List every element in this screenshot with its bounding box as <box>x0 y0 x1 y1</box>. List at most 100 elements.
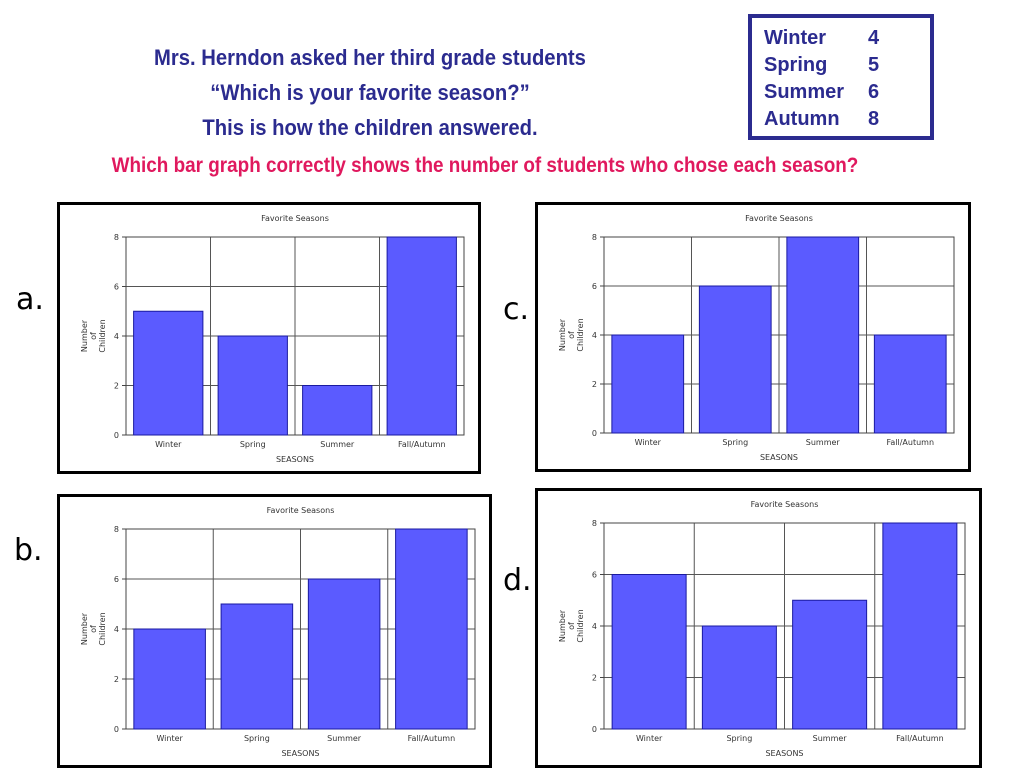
chart-title: Favorite Seasons <box>745 214 813 223</box>
option-label-d[interactable]: d. <box>503 563 532 598</box>
y-axis-label-line: Number <box>558 318 567 351</box>
y-tick-label: 8 <box>592 519 597 528</box>
table-row: Summer 6 <box>764 79 930 106</box>
bar-summer <box>302 385 373 436</box>
y-tick-label: 4 <box>114 625 119 634</box>
x-tick-label: Summer <box>327 734 362 743</box>
chart-d[interactable]: Favorite Seasons 0 2 4 6 8 Winter Spring Summer F… <box>535 488 982 768</box>
option-label-b[interactable]: b. <box>14 533 43 568</box>
bar-chart-svg: Favorite Seasons 0 2 4 6 8 Winter Spring Summer F… <box>80 214 465 464</box>
bar-summer <box>786 236 860 434</box>
y-axis-label: NumberofChildren <box>558 318 585 351</box>
bar-fall-autumn <box>882 522 958 730</box>
chart-b[interactable]: Favorite Seasons 0 2 4 6 8 Winter Spring Summer F… <box>57 494 492 768</box>
y-axis-label-line: of <box>567 331 576 339</box>
bar-winter <box>133 310 204 436</box>
table-row: Autumn 8 <box>764 106 930 133</box>
x-tick-label: Summer <box>320 440 355 449</box>
y-axis-label: NumberofChildren <box>80 319 107 352</box>
y-axis-label-line: of <box>567 622 576 630</box>
season-count: 4 <box>868 27 880 49</box>
y-tick-label: 4 <box>592 331 597 340</box>
x-axis-label: SEASONS <box>765 749 803 758</box>
option-label-a[interactable]: a. <box>16 282 44 317</box>
y-tick-label: 0 <box>114 725 119 734</box>
x-tick-label: Winter <box>156 734 183 743</box>
option-label-c[interactable]: c. <box>503 292 530 327</box>
bar-spring <box>701 625 777 730</box>
bar-chart-svg: Favorite Seasons 0 2 4 6 8 Winter Spring Summer F… <box>558 500 966 758</box>
bar-summer <box>792 599 868 730</box>
y-tick-label: 2 <box>114 675 119 684</box>
y-tick-label: 2 <box>592 674 597 683</box>
y-tick-label: 6 <box>592 282 597 291</box>
chart-title: Favorite Seasons <box>751 500 819 509</box>
season-name: Spring <box>764 54 828 76</box>
y-tick-label: 0 <box>114 431 119 440</box>
y-tick-label: 0 <box>592 725 597 734</box>
y-axis-label-line: Children <box>576 609 585 642</box>
season-name: Winter <box>764 27 827 49</box>
header-line-3: This is how the children answered. <box>202 115 538 140</box>
x-tick-label: Winter <box>155 440 182 449</box>
header-line-2: “Which is your favorite season?” <box>210 80 530 105</box>
plot-frame <box>125 528 476 730</box>
y-axis-label-line: Children <box>98 319 107 352</box>
y-tick-label: 2 <box>592 380 597 389</box>
x-axis-label: SEASONS <box>760 453 798 462</box>
y-axis-label: NumberofChildren <box>80 612 107 645</box>
y-tick-label: 6 <box>592 571 597 580</box>
y-tick-label: 6 <box>114 575 119 584</box>
plot-frame <box>603 522 966 730</box>
y-tick-label: 2 <box>114 382 119 391</box>
plot-frame <box>125 236 465 436</box>
table-row: Winter 4 <box>764 25 930 52</box>
bar-spring <box>698 285 772 434</box>
question-header: Mrs. Herndon asked her third grade stude… <box>40 40 700 145</box>
bar-fall-autumn <box>386 236 457 436</box>
y-tick-label: 0 <box>592 429 597 438</box>
x-tick-label: Winter <box>636 734 663 743</box>
bar-chart-svg: Favorite Seasons 0 2 4 6 8 Winter Spring Summer F… <box>80 506 476 758</box>
season-data-table: Winter 4 Spring 5 Summer 6 Autumn 8 <box>748 14 934 140</box>
chart-c[interactable]: Favorite Seasons 0 2 4 6 8 Winter Spring Summer F… <box>535 202 971 472</box>
y-axis-label-line: Number <box>80 612 89 645</box>
season-count: 6 <box>868 81 880 103</box>
y-tick-label: 8 <box>114 233 119 242</box>
season-count: 5 <box>868 54 880 76</box>
x-tick-label: Fall/Autumn <box>398 440 446 449</box>
x-tick-label: Fall/Autumn <box>408 734 456 743</box>
bar-fall-autumn <box>873 334 947 434</box>
plot-frame <box>603 236 955 434</box>
chart-title: Favorite Seasons <box>261 214 329 223</box>
x-tick-label: Spring <box>240 440 266 449</box>
bar-spring <box>217 335 288 436</box>
y-axis-label-line: of <box>89 332 98 340</box>
y-axis-label-line: Number <box>80 319 89 352</box>
y-tick-label: 6 <box>114 283 119 292</box>
x-tick-label: Spring <box>726 734 752 743</box>
y-axis-label-line: Number <box>558 609 567 642</box>
table-row: Spring 5 <box>764 52 930 79</box>
x-axis-label: SEASONS <box>276 455 314 464</box>
chart-title: Favorite Seasons <box>267 506 335 515</box>
bar-spring <box>220 603 294 730</box>
y-tick-label: 8 <box>114 525 119 534</box>
chart-a[interactable]: Favorite Seasons 0 2 4 6 8 Winter Spring Summer F… <box>57 202 481 474</box>
bar-chart-svg: Favorite Seasons 0 2 4 6 8 Winter Spring Summer F… <box>558 214 955 462</box>
bar-fall-autumn <box>395 528 468 730</box>
x-tick-label: Winter <box>635 438 662 447</box>
season-count: 8 <box>868 108 880 130</box>
y-axis-label-line: Children <box>576 318 585 351</box>
season-name: Autumn <box>764 108 840 130</box>
x-tick-label: Summer <box>806 438 841 447</box>
y-tick-label: 8 <box>592 233 597 242</box>
x-tick-label: Fall/Autumn <box>896 734 944 743</box>
y-axis-label-line: Children <box>98 612 107 645</box>
x-axis-label: SEASONS <box>281 749 319 758</box>
x-tick-label: Spring <box>722 438 748 447</box>
question-prompt: Which bar graph correctly shows the numb… <box>111 154 859 177</box>
y-axis-label-line: of <box>89 625 98 633</box>
bar-winter <box>611 574 687 730</box>
y-tick-label: 4 <box>114 332 119 341</box>
